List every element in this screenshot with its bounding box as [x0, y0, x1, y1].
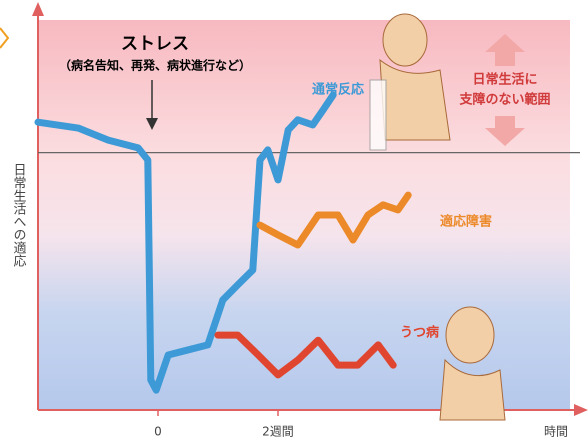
- range-arrow-up: [485, 34, 525, 66]
- x-axis-label: 時間: [544, 425, 568, 439]
- annotation: 日常生活に: [472, 72, 537, 88]
- stress-title: ストレス: [121, 34, 189, 54]
- series-line: [256, 191, 412, 249]
- series-line: [34, 91, 337, 394]
- annotation: 支障のない範囲: [458, 92, 550, 108]
- series-label: 適応障害: [440, 214, 492, 230]
- y-axis-label: 日常生活への適応: [11, 163, 27, 268]
- range-arrow-down: [485, 116, 525, 146]
- series-label: うつ病: [400, 325, 439, 341]
- decoration: [0, 27, 10, 49]
- x-tick-label: 2週間: [262, 425, 294, 439]
- series-label: 通常反応: [312, 82, 364, 98]
- series-line: [214, 331, 397, 379]
- x-axis-arrow: [574, 404, 588, 416]
- x-tick-label: 0: [154, 425, 162, 439]
- figure-person: [369, 13, 451, 151]
- stress-arrow-head: [146, 118, 158, 130]
- figure-person: [439, 306, 506, 421]
- stress-subtitle: （病名告知、再発、病状進行など）: [59, 58, 251, 73]
- y-axis-arrow: [32, 2, 44, 16]
